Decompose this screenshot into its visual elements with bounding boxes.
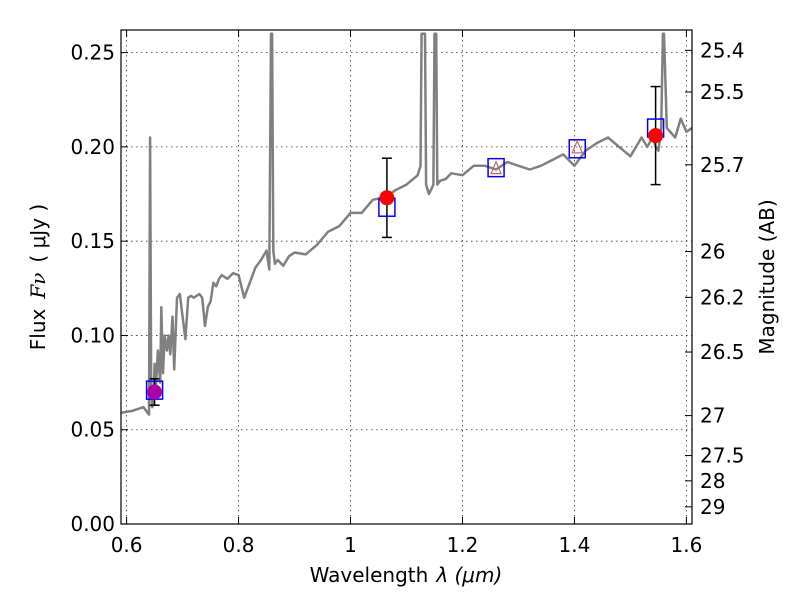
tick-layer: 0.6 0.8 1 1.2 1.4 1.6 0.00 0.05 0.10 0.15 0.20 0.25… bbox=[70, 30, 745, 557]
observed-flux-point bbox=[147, 384, 163, 400]
x-tick-label: 1.4 bbox=[559, 533, 591, 557]
x-axis-title: Wavelength λ (μm) bbox=[310, 563, 503, 587]
x-tick-label: 1.6 bbox=[670, 533, 702, 557]
x-tick-label: 0.8 bbox=[223, 533, 255, 557]
y2-tick-label: 25.7 bbox=[700, 153, 745, 177]
y-tick-label: 0.00 bbox=[70, 512, 115, 536]
x-tick-label: 1.2 bbox=[447, 533, 479, 557]
marker-layer bbox=[145, 85, 665, 406]
x-tick-label: 1 bbox=[344, 533, 357, 557]
y2-tick-label: 27.5 bbox=[700, 444, 745, 468]
y-tick-label: 0.05 bbox=[70, 418, 115, 442]
y-axis-title-unit: ( μJy ) bbox=[26, 204, 50, 263]
series-layer bbox=[121, 32, 692, 416]
y-axis-title-symbol: Fν bbox=[26, 273, 50, 300]
model-triangle-marker bbox=[490, 160, 502, 175]
spectrum-line bbox=[121, 32, 692, 416]
observed-flux-point bbox=[648, 128, 664, 144]
x-axis-title-word: Wavelength bbox=[310, 563, 429, 587]
y-axis-title-word: Flux bbox=[26, 308, 50, 350]
model-square-marker bbox=[487, 157, 505, 178]
observed-flux-point bbox=[379, 190, 395, 206]
y2-tick-label: 27 bbox=[700, 404, 725, 428]
x-tick-label: 0.6 bbox=[111, 533, 143, 557]
y-axis-title: Flux Fν ( μJy ) bbox=[26, 204, 50, 350]
y2-axis-title: Magnitude (AB) bbox=[755, 199, 779, 354]
y2-tick-label: 28 bbox=[700, 469, 725, 493]
y2-tick-label: 26 bbox=[700, 240, 725, 264]
y-tick-label: 0.20 bbox=[70, 135, 115, 159]
y-tick-label: 0.15 bbox=[70, 229, 115, 253]
model-triangle-marker bbox=[571, 139, 584, 154]
y2-tick-label: 29 bbox=[700, 495, 725, 519]
x-axis-title-symbol: λ (μm) bbox=[435, 563, 502, 587]
y2-tick-label: 26.2 bbox=[700, 285, 745, 309]
y-tick-label: 0.10 bbox=[70, 323, 115, 347]
y-tick-label: 0.25 bbox=[70, 41, 115, 65]
y2-tick-label: 25.4 bbox=[700, 38, 745, 62]
plot-frame bbox=[120, 29, 693, 525]
y2-tick-label: 25.5 bbox=[700, 80, 745, 104]
y2-tick-label: 26.5 bbox=[700, 340, 745, 364]
grid-layer bbox=[121, 30, 692, 525]
